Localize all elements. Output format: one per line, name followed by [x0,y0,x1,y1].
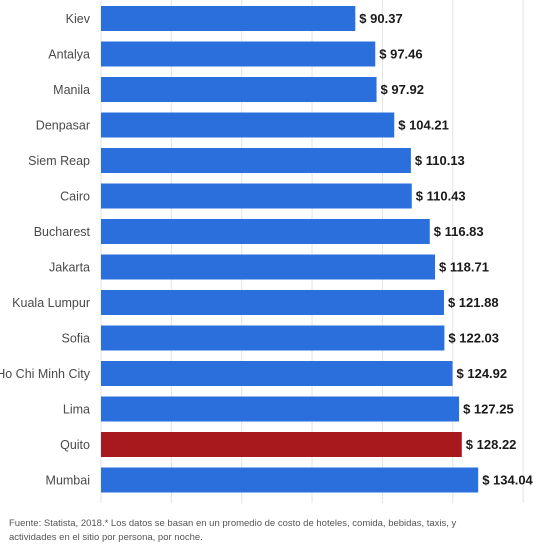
value-label: $ 110.43 [416,189,466,204]
gridlines [100,0,524,503]
value-label: $ 116.83 [434,224,484,239]
bar-mumbai [101,467,479,493]
bar-jakarta [101,254,436,280]
category-label: Ho Chi Minh City [0,367,91,381]
value-labels: $ 90.37 $ 97.46 $ 97.92 $ 104.21 $ 110.13 $ 1… [359,11,533,488]
bars [101,6,479,493]
value-label: $ 97.46 [379,47,422,62]
bar-chart: Kiev Antalya Manila Denpasar Siem Reap Cairo B… [0,0,534,503]
category-label: Antalya [48,48,90,62]
bar-antalya [101,41,376,67]
category-label: Quito [60,438,90,452]
category-label: Lima [63,403,90,417]
bar-cairo [101,183,412,209]
category-label: Manila [53,83,90,97]
source-footnote: Fuente: Statista, 2018.* Los datos se ba… [9,518,457,543]
value-label: $ 128.22 [466,437,517,452]
value-label: $ 104.21 [398,118,449,133]
value-label: $ 127.25 [463,402,514,417]
bar-siem-reap [101,148,411,173]
category-label: Sofia [62,332,91,346]
bar-sofia [101,325,445,351]
value-label: $ 110.13 [415,153,465,168]
bar-ho-chi-minh-city [101,361,453,386]
value-label: $ 122.03 [448,331,499,346]
bar-kiev [101,6,356,31]
category-labels: Kiev Antalya Manila Denpasar Siem Reap Cairo B… [0,12,91,488]
category-label: Bucharest [34,225,91,239]
bar-manila [101,77,377,102]
category-label: Mumbai [46,474,90,488]
value-label: $ 134.04 [482,473,533,488]
bar-denpasar [101,112,395,138]
value-label: $ 118.71 [439,260,489,275]
bar-quito [101,432,462,457]
category-label: Jakarta [49,261,90,275]
category-label: Cairo [60,190,90,204]
category-label: Kuala Lumpur [12,296,90,310]
category-label: Siem Reap [28,154,90,168]
value-label: $ 90.37 [359,11,402,26]
bar-lima [101,396,460,422]
category-label: Denpasar [36,119,90,133]
bar-kuala-lumpur [101,290,444,315]
category-label: Kiev [66,12,91,26]
value-label: $ 124.92 [457,366,508,381]
bar-bucharest [101,219,430,244]
value-label: $ 97.92 [381,82,424,97]
value-label: $ 121.88 [448,295,499,310]
